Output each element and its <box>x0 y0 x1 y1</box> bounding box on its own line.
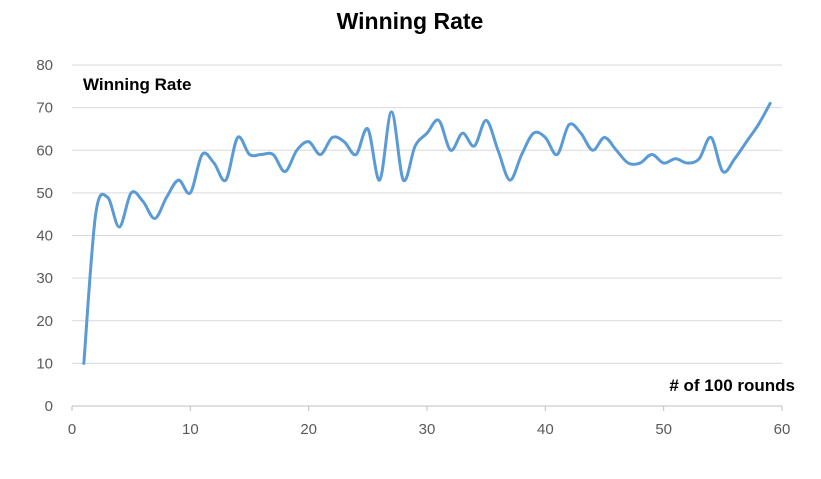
data-point <box>650 153 653 156</box>
y-tick-label: 70 <box>36 100 53 117</box>
data-point <box>520 153 523 156</box>
axes <box>71 405 783 411</box>
y-tick-label: 60 <box>36 142 53 159</box>
data-point <box>201 153 204 156</box>
data-point <box>213 162 216 165</box>
data-point <box>757 123 760 126</box>
data-point <box>674 157 677 160</box>
data-point <box>236 136 239 139</box>
data-point <box>307 140 310 143</box>
data-point <box>94 213 97 216</box>
x-tick-label: 10 <box>182 421 199 438</box>
data-point <box>437 119 440 122</box>
data-point <box>745 140 748 143</box>
data-point <box>473 144 476 147</box>
data-point <box>461 132 464 135</box>
data-point <box>508 179 511 182</box>
data-point <box>189 191 192 194</box>
y-tick-label: 50 <box>36 185 53 202</box>
y-tick-label: 30 <box>36 270 53 287</box>
data-point <box>615 149 618 152</box>
y-tick-label: 40 <box>36 228 53 245</box>
data-point <box>390 110 393 113</box>
data-point <box>497 149 500 152</box>
data-point <box>698 157 701 160</box>
data-point <box>485 119 488 122</box>
data-point <box>378 179 381 182</box>
data-point <box>721 170 724 173</box>
data-point <box>260 153 263 156</box>
data-point <box>579 132 582 135</box>
y-tick-label: 10 <box>36 355 53 372</box>
chart-title: Winning Rate <box>337 8 484 34</box>
data-point <box>591 149 594 152</box>
data-point <box>319 153 322 156</box>
data-point <box>733 157 736 160</box>
data-point <box>153 217 156 220</box>
data-point <box>355 153 358 156</box>
data-point <box>118 225 121 228</box>
data-point <box>82 362 85 365</box>
data-point <box>130 191 133 194</box>
x-tick-label: 0 <box>68 421 76 438</box>
series-line-0 <box>82 101 772 365</box>
y-tick-label: 80 <box>36 57 53 74</box>
x-axis-label: # of 100 rounds <box>669 376 795 395</box>
data-point <box>224 179 227 182</box>
series-lines <box>82 101 772 365</box>
data-point <box>769 102 772 105</box>
data-point <box>177 179 180 182</box>
data-point <box>710 136 713 139</box>
data-point <box>343 140 346 143</box>
y-tick-label: 20 <box>36 313 53 330</box>
data-point <box>142 200 145 203</box>
y-tick-label: 0 <box>45 398 53 415</box>
data-point <box>627 162 630 165</box>
data-point <box>165 196 168 199</box>
x-tick-label: 20 <box>300 421 317 438</box>
tick-labels: 0 10 20 30 40 50 60 70 80 0 10 20 30 40 50 60 <box>36 57 790 438</box>
x-tick-label: 30 <box>419 421 436 438</box>
data-point <box>331 136 334 139</box>
data-point <box>295 149 298 152</box>
series-label: Winning Rate <box>83 75 191 94</box>
data-point <box>106 196 109 199</box>
data-point <box>248 153 251 156</box>
x-tick-label: 40 <box>537 421 554 438</box>
data-point <box>366 127 369 130</box>
data-point <box>284 170 287 173</box>
data-point <box>532 132 535 135</box>
x-tick-label: 50 <box>655 421 672 438</box>
data-point <box>414 144 417 147</box>
data-point <box>272 153 275 156</box>
data-point <box>449 149 452 152</box>
data-point <box>603 136 606 139</box>
data-point <box>662 162 665 165</box>
data-point <box>556 153 559 156</box>
data-point <box>686 162 689 165</box>
x-tick-label: 60 <box>774 421 791 438</box>
data-point <box>402 179 405 182</box>
data-point <box>544 136 547 139</box>
gridlines <box>72 64 782 364</box>
data-point <box>426 132 429 135</box>
data-point <box>639 162 642 165</box>
data-point <box>568 123 571 126</box>
